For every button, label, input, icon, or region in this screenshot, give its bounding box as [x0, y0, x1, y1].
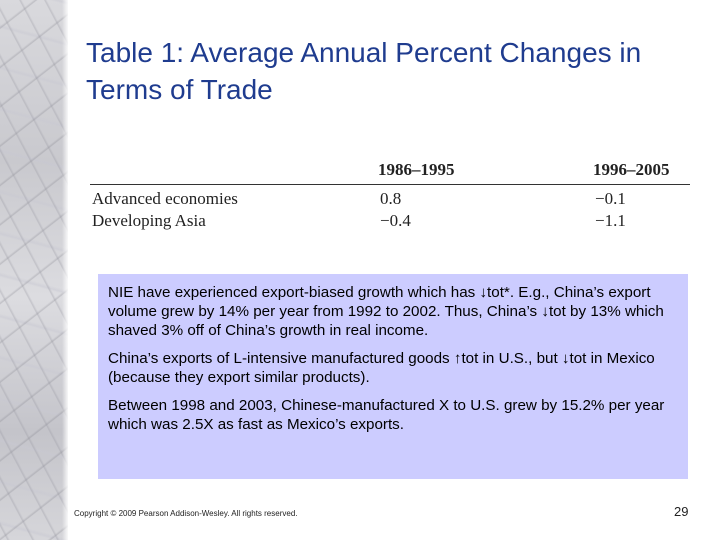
- explanation-box: NIE have experienced export-biased growt…: [98, 274, 688, 479]
- marble-side-strip: [0, 0, 68, 540]
- row-value-period-2: −1.1: [595, 211, 626, 230]
- explanation-paragraph: NIE have experienced export-biased growt…: [108, 284, 664, 339]
- table-header-period-2: 1996–2005: [593, 160, 670, 179]
- row-value-period-1: −0.4: [380, 211, 411, 230]
- copyright-notice: Copyright © 2009 Pearson Addison-Wesley.…: [74, 509, 298, 518]
- explanation-paragraph: Between 1998 and 2003, Chinese-manufactu…: [108, 397, 665, 433]
- table-row: Developing Asia −0.4 −1.1: [90, 210, 690, 232]
- explanation-paragraph: China’s exports of L-intensive manufactu…: [108, 350, 655, 386]
- table-row: Advanced economies 0.8 −0.1: [90, 188, 690, 210]
- row-label: Developing Asia: [92, 211, 206, 230]
- slide-title: Table 1: Average Annual Percent Changes …: [86, 37, 642, 105]
- table-header-period-1: 1986–1995: [378, 160, 455, 179]
- terms-of-trade-table: 1986–1995 1996–2005 Advanced economies 0…: [90, 158, 690, 232]
- page-number: 29: [674, 504, 689, 519]
- table-header-row: 1986–1995 1996–2005: [90, 158, 690, 185]
- row-value-period-1: 0.8: [380, 189, 402, 208]
- row-label: Advanced economies: [92, 189, 238, 208]
- row-value-period-2: −0.1: [595, 189, 626, 208]
